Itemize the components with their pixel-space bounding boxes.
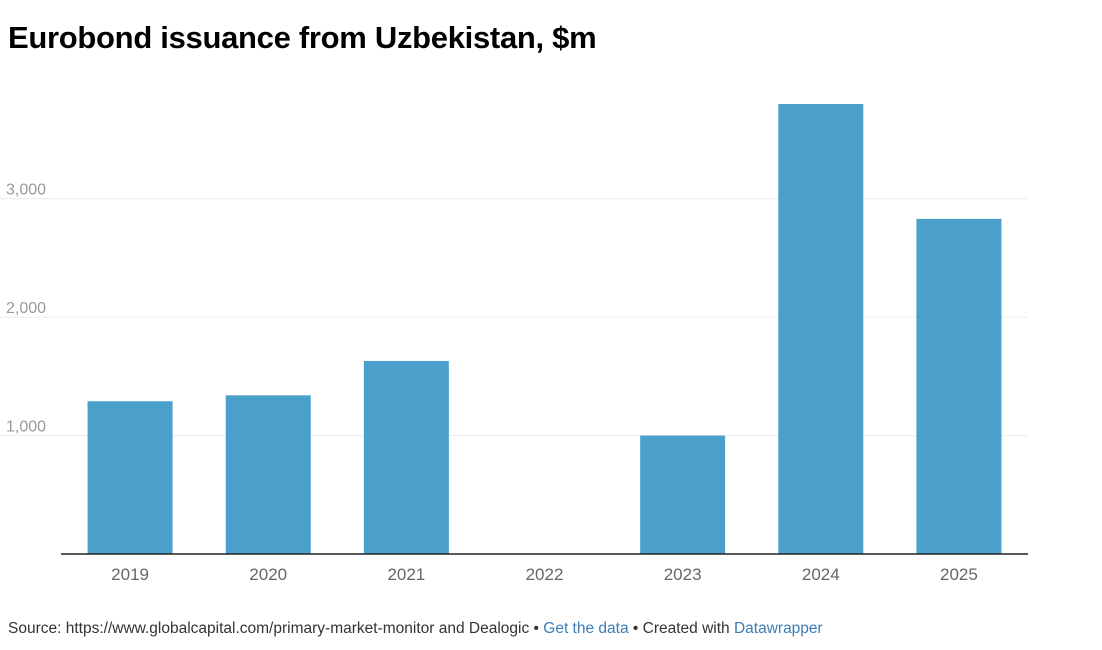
get-data-link[interactable]: Get the data — [543, 620, 629, 637]
datawrapper-link[interactable]: Datawrapper — [733, 620, 823, 637]
x-tick-label: 2020 — [249, 565, 287, 584]
created-with-label: Created with — [642, 620, 730, 637]
bar-2024 — [778, 104, 864, 554]
chart-footer: Source: https://www.globalcapital.com/pr… — [8, 620, 823, 638]
bar-2023 — [640, 435, 726, 554]
bar-2021 — [363, 360, 449, 554]
x-tick-label: 2021 — [387, 565, 425, 584]
bar-2025 — [916, 218, 1002, 555]
footer-separator: • — [632, 620, 639, 637]
x-tick-label: 2025 — [940, 565, 978, 584]
x-tick-label: 2023 — [664, 565, 702, 584]
y-tick-label: 2,000 — [6, 300, 46, 317]
bar-2019 — [87, 401, 173, 554]
x-tick-label: 2022 — [526, 565, 564, 584]
x-tick-label: 2024 — [802, 565, 840, 584]
y-tick-label: 1,000 — [6, 419, 46, 436]
source-text: https://www.globalcapital.com/primary-ma… — [65, 620, 530, 637]
footer-separator: • — [533, 620, 539, 637]
chart-title: Eurobond issuance from Uzbekistan, $m — [8, 20, 597, 55]
y-tick-label: 3,000 — [6, 182, 46, 199]
source-prefix: Source: — [8, 620, 62, 637]
bar-2020 — [225, 395, 311, 554]
x-tick-label: 2019 — [111, 565, 149, 584]
bar-chart: 1,000 2,000 3,000 2019 2020 2021 2022 2023 2024 2… — [0, 104, 1028, 584]
